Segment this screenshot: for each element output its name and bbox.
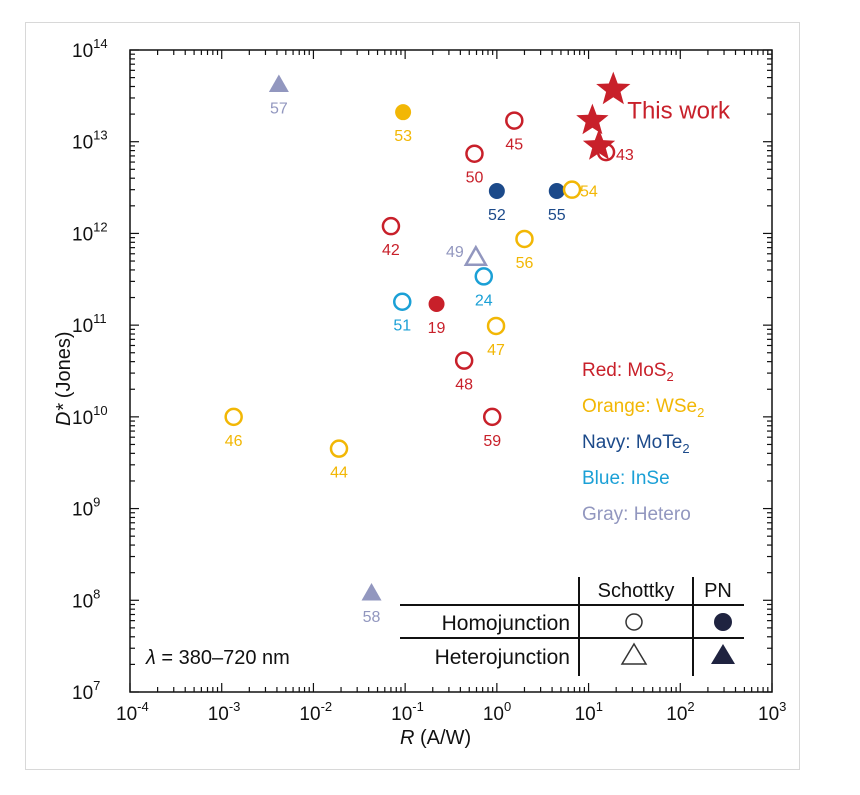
x-tick-label: 10-4	[116, 699, 149, 725]
point-label-45: 45	[505, 137, 523, 154]
point-label-44: 44	[330, 465, 348, 482]
data-point-52	[488, 183, 505, 200]
y-axis-label: D* (Jones)	[53, 332, 75, 426]
point-label-46: 46	[225, 433, 243, 450]
data-point-53	[395, 104, 412, 121]
x-axis-label: R (A/W)	[400, 727, 471, 749]
point-label-53: 53	[394, 128, 412, 145]
data-point-49	[463, 244, 488, 266]
y-tick-label: 1010	[72, 403, 108, 429]
data-point-24	[474, 267, 494, 286]
this-work-label: This work	[627, 98, 731, 125]
data-point-48	[454, 351, 474, 370]
wavelength-annotation: λ = 380–720 nm	[145, 647, 290, 669]
x-tick-label: 10-1	[391, 699, 424, 725]
legend-filled-circle	[714, 613, 732, 631]
y-tick-label: 1012	[72, 219, 108, 245]
x-tick-label: 102	[666, 699, 694, 725]
this-work-star	[582, 128, 616, 160]
legend-col-pn: PN	[704, 580, 732, 602]
data-point-54	[562, 180, 582, 199]
data-point-45	[505, 111, 524, 130]
point-label-54: 54	[580, 184, 598, 201]
point-label-51: 51	[393, 318, 411, 335]
data-point-57	[268, 74, 289, 93]
legend-row-homojunction: Homojunction	[442, 612, 570, 635]
legend-filled-triangle	[711, 644, 735, 664]
point-label-58: 58	[363, 609, 381, 626]
plot-frame	[129, 49, 773, 693]
point-label-57: 57	[270, 101, 288, 118]
data-point-44	[329, 439, 349, 458]
point-label-48: 48	[455, 377, 473, 394]
color-legend-red: Red: MoS2	[582, 360, 674, 384]
data-point-47	[486, 316, 506, 336]
point-label-59: 59	[483, 433, 501, 450]
point-label-49: 49	[446, 244, 464, 261]
x-tick-label: 10-2	[299, 699, 332, 725]
point-label-52: 52	[488, 207, 506, 224]
data-point-56	[515, 229, 534, 249]
x-tick-label: 103	[758, 699, 786, 725]
data-point-50	[465, 144, 484, 163]
color-legend-gray: Gray: Hetero	[582, 504, 691, 525]
y-tick-label: 1013	[72, 128, 108, 154]
y-tick-label: 1014	[72, 36, 108, 62]
point-label-43: 43	[616, 147, 634, 164]
point-label-24: 24	[475, 292, 493, 309]
data-point-55	[548, 183, 565, 200]
y-tick-label: 1011	[72, 311, 107, 337]
y-tick-label: 107	[72, 678, 100, 704]
color-legend-blue: Blue: InSe	[582, 468, 670, 489]
x-tick-label: 100	[483, 699, 511, 725]
data-point-46	[224, 407, 243, 427]
legend-col-schottky: Schottky	[598, 580, 675, 602]
point-label-55: 55	[548, 207, 566, 224]
point-label-42: 42	[382, 242, 400, 259]
point-label-19: 19	[428, 320, 446, 337]
y-tick-label: 109	[72, 495, 100, 521]
point-label-56: 56	[516, 255, 534, 272]
this-work-star	[576, 103, 609, 135]
color-legend-navy: Navy: MoTe2	[582, 432, 690, 456]
point-label-47: 47	[487, 342, 505, 359]
figure-frame	[25, 22, 800, 770]
color-legend-orange: Orange: WSe2	[582, 396, 704, 420]
data-point-59	[482, 407, 502, 427]
x-tick-label: 101	[575, 699, 603, 725]
data-point-42	[381, 216, 401, 236]
y-tick-label: 108	[72, 586, 100, 612]
legend-open-triangle	[620, 642, 648, 665]
point-label-50: 50	[466, 170, 484, 187]
data-point-51	[393, 292, 412, 311]
data-point-58	[361, 583, 382, 601]
legend-row-heterojunction: Heterojunction	[435, 646, 570, 669]
legend-open-circle	[625, 613, 643, 631]
this-work-star	[596, 71, 631, 105]
x-tick-label: 10-3	[208, 699, 241, 725]
data-point-19	[428, 296, 445, 313]
